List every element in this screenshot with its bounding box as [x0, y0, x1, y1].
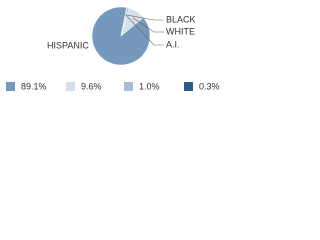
leader-line [126, 14, 164, 21]
legend-label: 9.6% [81, 81, 102, 91]
slice-label: A.I. [166, 39, 180, 49]
legend-label: 89.1% [21, 81, 47, 91]
leader-line [132, 17, 164, 33]
slice-label: HISPANIC [47, 40, 89, 50]
legend-swatch [184, 82, 193, 91]
leader-line [125, 14, 164, 46]
legend-label: 0.3% [199, 81, 220, 91]
legend-swatch [124, 82, 133, 91]
slice-label: WHITE [166, 26, 195, 36]
chart: HISPANIC WHITE BLACK A.I. 89.1% 9.6% 1.0% 0.3% [6, 6, 220, 91]
slice-label: BLACK [166, 14, 196, 24]
legend-label: 1.0% [139, 81, 160, 91]
legend-swatch [66, 82, 75, 91]
legend-swatch [6, 82, 15, 91]
